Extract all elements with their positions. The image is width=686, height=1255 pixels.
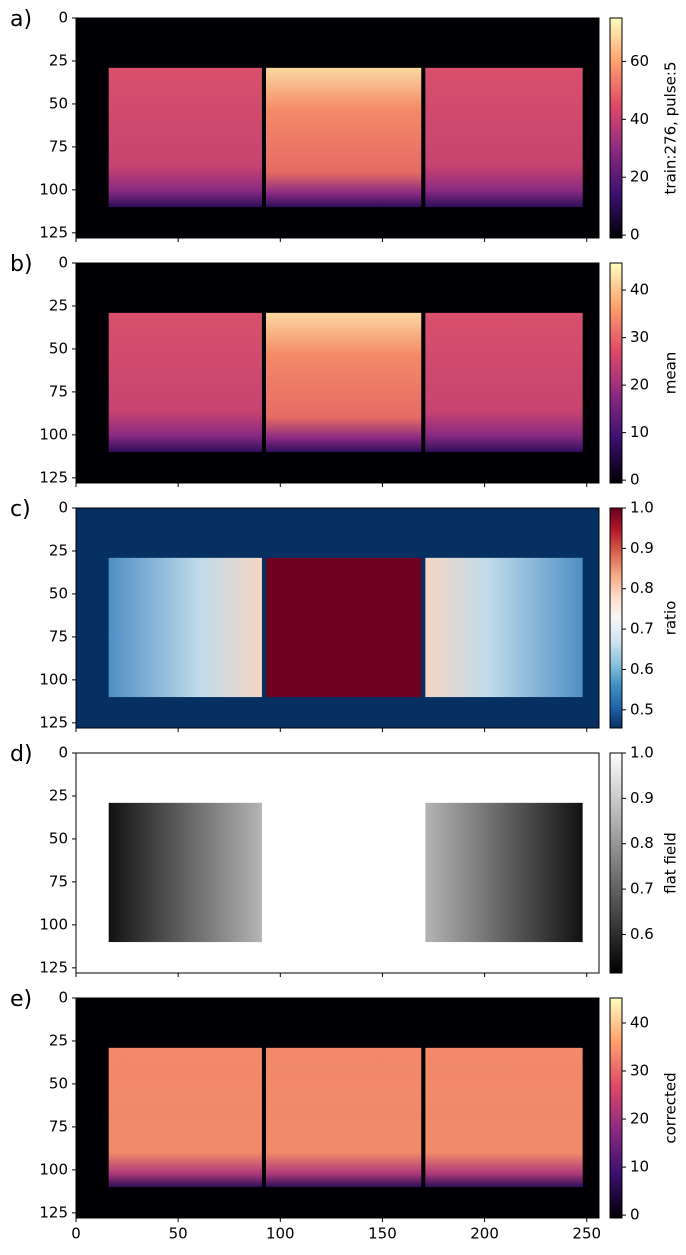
y-tick-label: 0 <box>58 254 68 272</box>
y-tick-label: 125 <box>39 713 68 731</box>
colorbar-tick-label: 10 <box>630 423 649 441</box>
x-tick-label: 100 <box>266 1225 295 1243</box>
y-tick-label: 25 <box>49 51 68 69</box>
colorbar <box>609 262 623 484</box>
colorbar-label: mean <box>662 352 680 395</box>
detector-module <box>265 312 422 453</box>
y-tick-label: 100 <box>39 1160 68 1178</box>
colorbar-tick-label: 40 <box>630 110 649 128</box>
y-tick-label: 100 <box>39 180 68 198</box>
detector-module <box>425 557 583 698</box>
y-tick-label: 75 <box>49 872 68 890</box>
colorbar-tick-label: 0.9 <box>630 539 654 557</box>
y-tick-label: 50 <box>49 94 68 112</box>
detector-module <box>425 802 583 943</box>
colorbar <box>609 17 623 239</box>
colorbar-tick-label: 40 <box>630 1013 649 1031</box>
colorbar <box>609 752 623 974</box>
axes-frame <box>75 262 600 484</box>
detector-module <box>108 557 262 698</box>
detector-module <box>108 802 262 943</box>
x-tick-label: 250 <box>572 1225 601 1243</box>
colorbar-label: corrected <box>662 1072 680 1143</box>
colorbar-tick-label: 0.8 <box>630 579 654 597</box>
colorbar-tick-label: 10 <box>630 1158 649 1176</box>
axes-frame <box>75 997 600 1219</box>
colorbar-tick-label: 1.0 <box>630 499 654 517</box>
detector-module <box>265 557 422 698</box>
panel-label: e) <box>10 987 32 1012</box>
colorbar-tick-label: 0 <box>630 1206 640 1224</box>
colorbar-tick-label: 30 <box>630 1062 649 1080</box>
y-tick-label: 50 <box>49 1074 68 1092</box>
panel-label: c) <box>10 497 31 522</box>
colorbar-tick-label: 0.8 <box>630 834 654 852</box>
y-tick-label: 0 <box>58 989 68 1007</box>
x-tick-label: 150 <box>368 1225 397 1243</box>
detector-module <box>425 312 583 453</box>
y-tick-label: 50 <box>49 584 68 602</box>
y-tick-label: 125 <box>39 223 68 241</box>
x-tick-label: 200 <box>470 1225 499 1243</box>
y-tick-label: 100 <box>39 915 68 933</box>
colorbar-tick-label: 0 <box>630 471 640 489</box>
detector-module <box>108 67 262 208</box>
y-tick-label: 125 <box>39 1203 68 1221</box>
colorbar-tick-label: 1.0 <box>630 744 654 762</box>
y-tick-label: 125 <box>39 958 68 976</box>
y-tick-label: 50 <box>49 829 68 847</box>
y-tick-label: 75 <box>49 627 68 645</box>
x-tick-label: 0 <box>71 1225 81 1243</box>
panel-label: d) <box>10 742 33 767</box>
colorbar <box>609 507 623 729</box>
y-tick-label: 25 <box>49 296 68 314</box>
y-tick-label: 0 <box>58 744 68 762</box>
colorbar <box>609 997 623 1219</box>
y-tick-label: 25 <box>49 1031 68 1049</box>
colorbar-label: flat field <box>662 832 680 894</box>
y-tick-label: 100 <box>39 670 68 688</box>
colorbar-tick-label: 20 <box>630 1110 649 1128</box>
y-tick-label: 0 <box>58 9 68 27</box>
colorbar-tick-label: 60 <box>630 52 649 70</box>
detector-module <box>425 1047 583 1188</box>
axes-frame <box>75 17 600 239</box>
panel-label: a) <box>10 7 32 32</box>
detector-module <box>108 312 262 453</box>
detector-module <box>425 67 583 208</box>
y-tick-label: 75 <box>49 382 68 400</box>
y-tick-label: 75 <box>49 137 68 155</box>
y-tick-label: 75 <box>49 1117 68 1135</box>
colorbar-tick-label: 0 <box>630 226 640 244</box>
detector-module <box>108 1047 262 1188</box>
y-tick-label: 25 <box>49 786 68 804</box>
panel-label: b) <box>10 252 33 277</box>
y-tick-label: 0 <box>58 499 68 517</box>
colorbar-tick-label: 0.6 <box>630 660 654 678</box>
colorbar-tick-label: 0.9 <box>630 789 654 807</box>
colorbar-label: ratio <box>662 601 680 636</box>
y-tick-label: 50 <box>49 339 68 357</box>
colorbar-label: train:276, pulse:5 <box>662 62 680 195</box>
detector-module <box>265 1047 422 1188</box>
colorbar-tick-label: 0.7 <box>630 880 654 898</box>
axes-frame <box>75 507 600 729</box>
colorbar-tick-label: 0.5 <box>630 700 654 718</box>
colorbar-tick-label: 30 <box>630 328 649 346</box>
y-tick-label: 125 <box>39 468 68 486</box>
colorbar-tick-label: 0.7 <box>630 620 654 638</box>
x-tick-label: 50 <box>169 1225 188 1243</box>
y-tick-label: 100 <box>39 425 68 443</box>
axes-frame <box>75 752 600 974</box>
detector-module <box>265 802 422 943</box>
colorbar-tick-label: 40 <box>630 281 649 299</box>
colorbar-tick-label: 0.6 <box>630 925 654 943</box>
detector-module <box>265 67 422 208</box>
colorbar-tick-label: 20 <box>630 376 649 394</box>
y-tick-label: 25 <box>49 541 68 559</box>
colorbar-tick-label: 20 <box>630 168 649 186</box>
